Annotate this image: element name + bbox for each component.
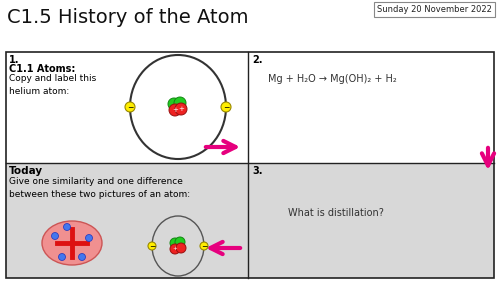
Text: Today: Today: [9, 166, 43, 176]
Circle shape: [64, 223, 70, 230]
Bar: [6, 52, 248, 163]
Text: +: +: [172, 107, 178, 113]
Bar: [248, 52, 494, 163]
Circle shape: [125, 102, 135, 112]
Bar: [6, 52, 494, 278]
Circle shape: [169, 104, 181, 116]
Text: +: +: [178, 106, 184, 112]
Circle shape: [174, 97, 186, 109]
Circle shape: [86, 235, 92, 241]
Text: C1.5 History of the Atom: C1.5 History of the Atom: [7, 8, 248, 27]
Text: −: −: [201, 242, 207, 251]
Text: 2.: 2.: [252, 55, 262, 65]
Bar: [6, 163, 248, 278]
Text: 3.: 3.: [252, 166, 262, 176]
Text: −: −: [127, 103, 133, 112]
Text: C1.1 Atoms:: C1.1 Atoms:: [9, 64, 76, 74]
Circle shape: [78, 253, 86, 260]
Bar: [248, 163, 494, 278]
Circle shape: [148, 242, 156, 250]
Text: Give one similarity and one difference
between these two pictures of an atom:: Give one similarity and one difference b…: [9, 177, 190, 199]
Text: 1.: 1.: [9, 55, 20, 65]
Text: What is distillation?: What is distillation?: [288, 208, 384, 218]
Ellipse shape: [42, 221, 102, 265]
Circle shape: [170, 244, 180, 254]
Text: +: +: [172, 246, 178, 251]
Circle shape: [221, 102, 231, 112]
Circle shape: [176, 243, 186, 253]
Text: −: −: [149, 242, 155, 251]
Text: Mg + H₂O → Mg(OH)₂ + H₂: Mg + H₂O → Mg(OH)₂ + H₂: [268, 74, 397, 84]
Text: Copy and label this
helium atom:: Copy and label this helium atom:: [9, 74, 96, 96]
Circle shape: [200, 242, 208, 250]
Text: Sunday 20 November 2022: Sunday 20 November 2022: [377, 5, 492, 14]
Circle shape: [168, 98, 180, 110]
Circle shape: [175, 237, 185, 247]
Circle shape: [170, 238, 180, 248]
Text: −: −: [223, 103, 229, 112]
Circle shape: [58, 253, 66, 260]
Circle shape: [175, 103, 187, 115]
Circle shape: [52, 232, 59, 239]
